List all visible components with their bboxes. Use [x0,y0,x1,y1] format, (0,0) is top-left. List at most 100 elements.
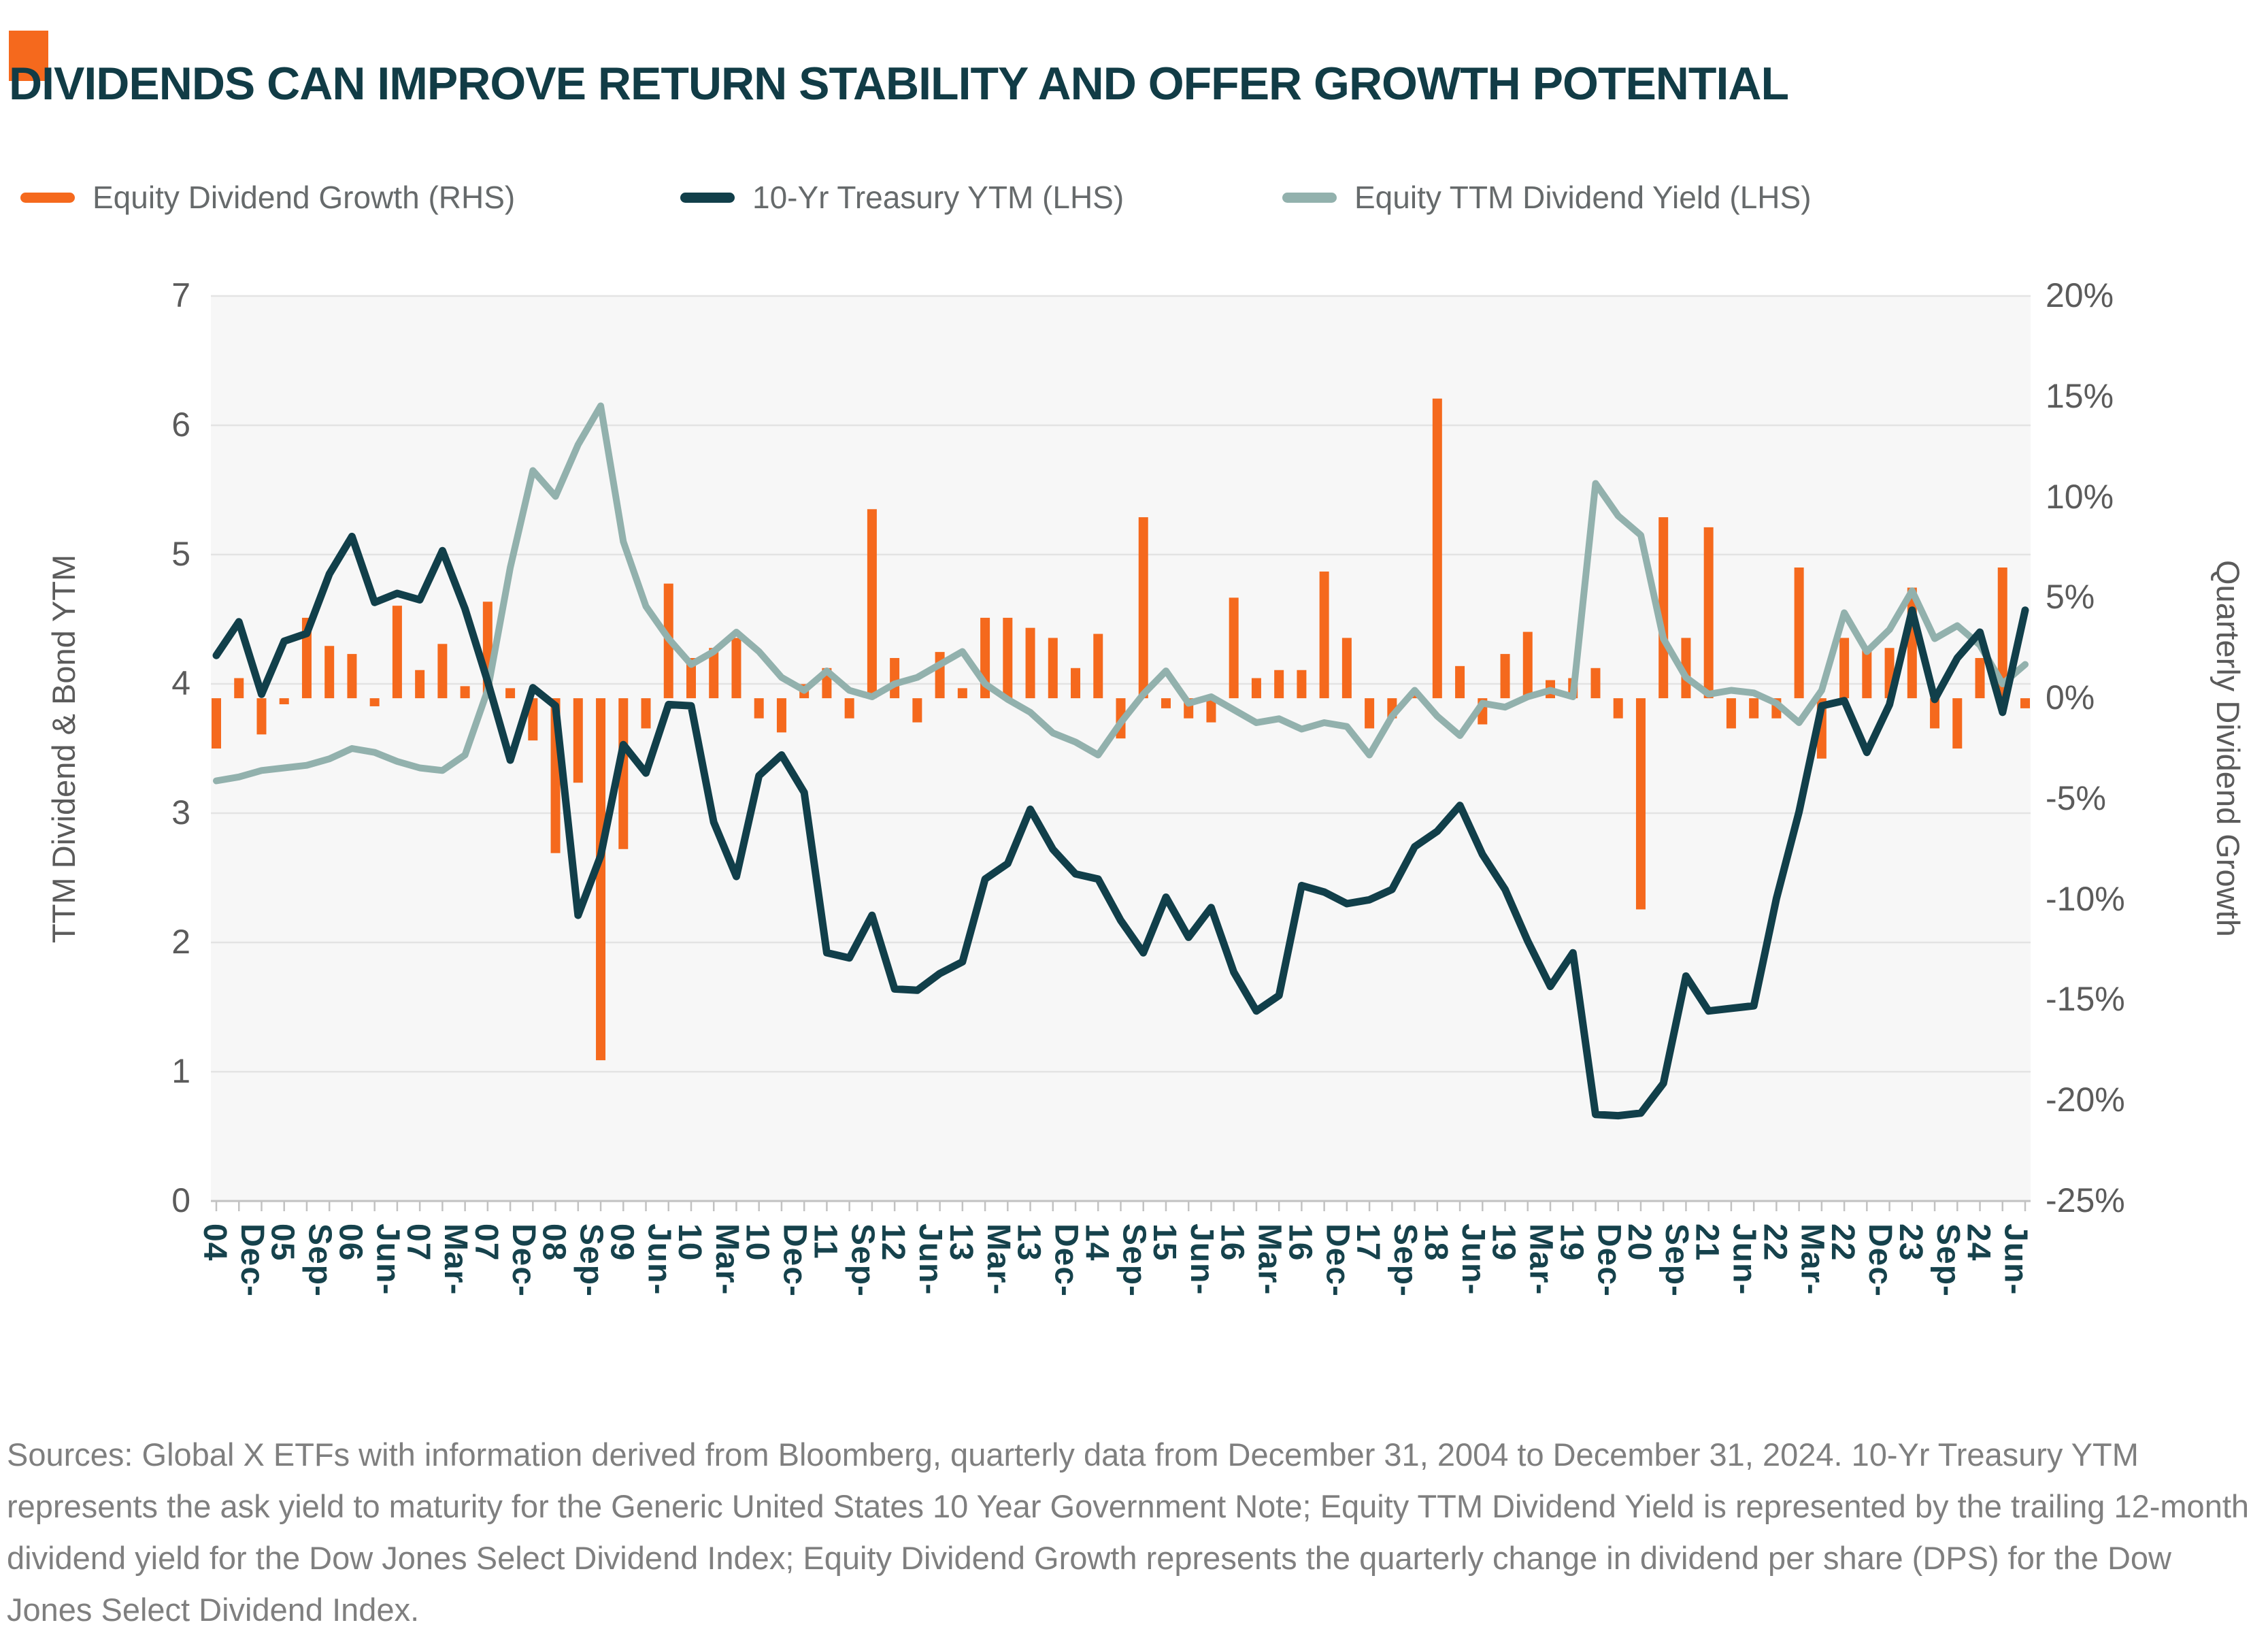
dividend-growth-bar [1658,517,1669,699]
dividend-growth-bar [867,509,877,699]
brand-accent-square [9,31,48,81]
dividend-growth-bar [1319,571,1329,699]
dividend-growth-bar [776,698,786,733]
dividend-growth-bar [1251,678,1261,699]
plot-background [211,296,2031,1201]
dividend-growth-bar [618,698,629,849]
dividend-growth-bar [1726,698,1736,729]
dividend-growth-bar [324,646,335,699]
x-axis-tick-label: Mar-22 [1756,1223,1831,1296]
left-axis-tick-label: 4 [171,664,190,702]
right-axis-tick-label: 15% [2046,376,2114,415]
dividend-growth-bar [1071,668,1081,699]
dividend-growth-bar [573,698,583,783]
dividend-yield-swatch-icon [1282,192,1337,203]
dividend-growth-bar [1048,638,1058,699]
x-axis-tick-label: Sep-05 [264,1223,338,1298]
dividend-growth-bar [279,698,289,704]
dividend-growth-bar [347,654,357,699]
right-axis-tick-label: 0% [2046,678,2095,717]
dividend-growth-bar [2020,698,2030,708]
x-axis-tick-label: Mar-07 [400,1223,474,1296]
dividend-growth-bar [234,678,244,699]
dividend-growth-bar [1952,698,1963,749]
dividend-growth-bar [754,698,764,719]
source-note: Sources: Global X ETFs with information … [7,1436,2250,1628]
dividend-growth-bar [1025,627,1035,699]
dividend-growth-bar [641,698,651,729]
dividend-growth-bar [1522,631,1533,699]
dividend-growth-bar [1839,638,1850,699]
x-axis-tick-label: Dec-16 [1282,1223,1356,1298]
dividend-growth-bar [1455,665,1465,699]
dividend-growth-bar [844,698,854,719]
right-axis-tick-label: 20% [2046,276,2114,314]
left-axis-title: TTM Dividend & Bond YTM [46,554,82,943]
right-axis-tick-label: -15% [2046,980,2125,1019]
x-axis-tick-label: Sep-20 [1620,1223,1695,1298]
dividend-growth-bar [709,648,719,699]
dividend-growth-bar [1003,617,1013,699]
dividend-growth-bar [1635,698,1646,910]
legend-item-dividend-growth: Equity Dividend Growth (RHS) [20,176,515,219]
dividend-growth-bar [1862,648,1872,699]
dividend-growth-bar [1432,398,1442,699]
left-axis-tick-label: 3 [171,793,190,832]
x-axis-tick-label: Dec-19 [1553,1223,1627,1298]
dividend-growth-bar [890,658,900,699]
x-axis-tick-label: Jun-24 [1960,1223,2034,1296]
left-axis-tick-label: 1 [171,1052,190,1090]
dividend-growth-bar [437,644,448,699]
x-axis-tick-label: Mar-16 [1214,1223,1288,1296]
legend-label: Equity Dividend Growth (RHS) [93,180,516,215]
right-axis-tick-label: -20% [2046,1081,2125,1119]
dividend-growth-bar [212,698,221,749]
left-axis-tick-label: 2 [171,923,190,961]
page-title: DIVIDENDS CAN IMPROVE RETURN STABILITY A… [9,58,1789,110]
x-axis-tick-label: Mar-19 [1485,1223,1559,1296]
dividend-growth-bar [1930,698,1940,729]
dividend-growth-bar [731,638,741,699]
dividend-growth-bar [505,688,516,699]
right-axis-tick-label: 5% [2046,578,2095,616]
dividend-growth-bar [1794,568,1804,699]
dividend-growth-bar [460,686,470,699]
legend-item-treasury-ytm: 10-Yr Treasury YTM (LHS) [680,176,1124,219]
right-axis-tick-label: 10% [2046,477,2114,516]
x-axis-tick-label: Dec-04 [197,1223,270,1298]
x-axis-tick-label: Jun-06 [332,1223,406,1296]
dividend-growth-bar [1365,698,1375,729]
dividend-growth-bar [1274,670,1284,699]
x-axis-tick-label: Jun-15 [1146,1223,1220,1296]
dividend-growth-swatch-icon [20,192,75,203]
x-axis-tick-label: Jun-09 [603,1223,678,1296]
dividend-growth-bar [686,658,696,699]
dividend-growth-bar [369,698,380,706]
x-axis-tick-label: Sep-11 [807,1223,881,1298]
x-axis-tick-label: Sep-08 [535,1223,610,1298]
left-axis-tick-label: 0 [171,1181,190,1219]
chart-legend: Equity Dividend Growth (RHS) 10-Yr Treas… [0,176,2268,219]
right-axis-tick-label: -5% [2046,778,2106,817]
x-axis-tick-label: Mar-10 [671,1223,745,1296]
x-axis-tick-label: Dec-22 [1824,1223,1899,1298]
dividend-growth-bar [256,698,267,735]
dividend-growth-bar [415,670,425,699]
x-axis-tick-label: Mar-13 [942,1223,1016,1296]
treasury-ytm-swatch-icon [680,192,735,203]
dividend-yield-line [213,402,2029,785]
right-axis-tick-label: -25% [2046,1181,2125,1219]
dividend-growth-bar [1703,527,1714,699]
dividend-growth-bar [1749,698,1759,719]
dividend-growth-bar [1206,698,1216,723]
dividend-growth-bar [912,698,922,723]
dividend-growth-bar [528,698,538,741]
x-axis-tick-label: Sep-17 [1350,1223,1424,1298]
dividend-growth-bar [1093,634,1103,699]
dividend-growth-bar [596,698,606,1061]
dividend-growth-bar [1590,668,1601,699]
dividend-growth-bar [1229,597,1239,699]
x-axis-tick-label: Dec-07 [467,1223,541,1298]
dividend-growth-bar [1975,658,1985,699]
dividend-growth-bar [1997,568,2007,699]
